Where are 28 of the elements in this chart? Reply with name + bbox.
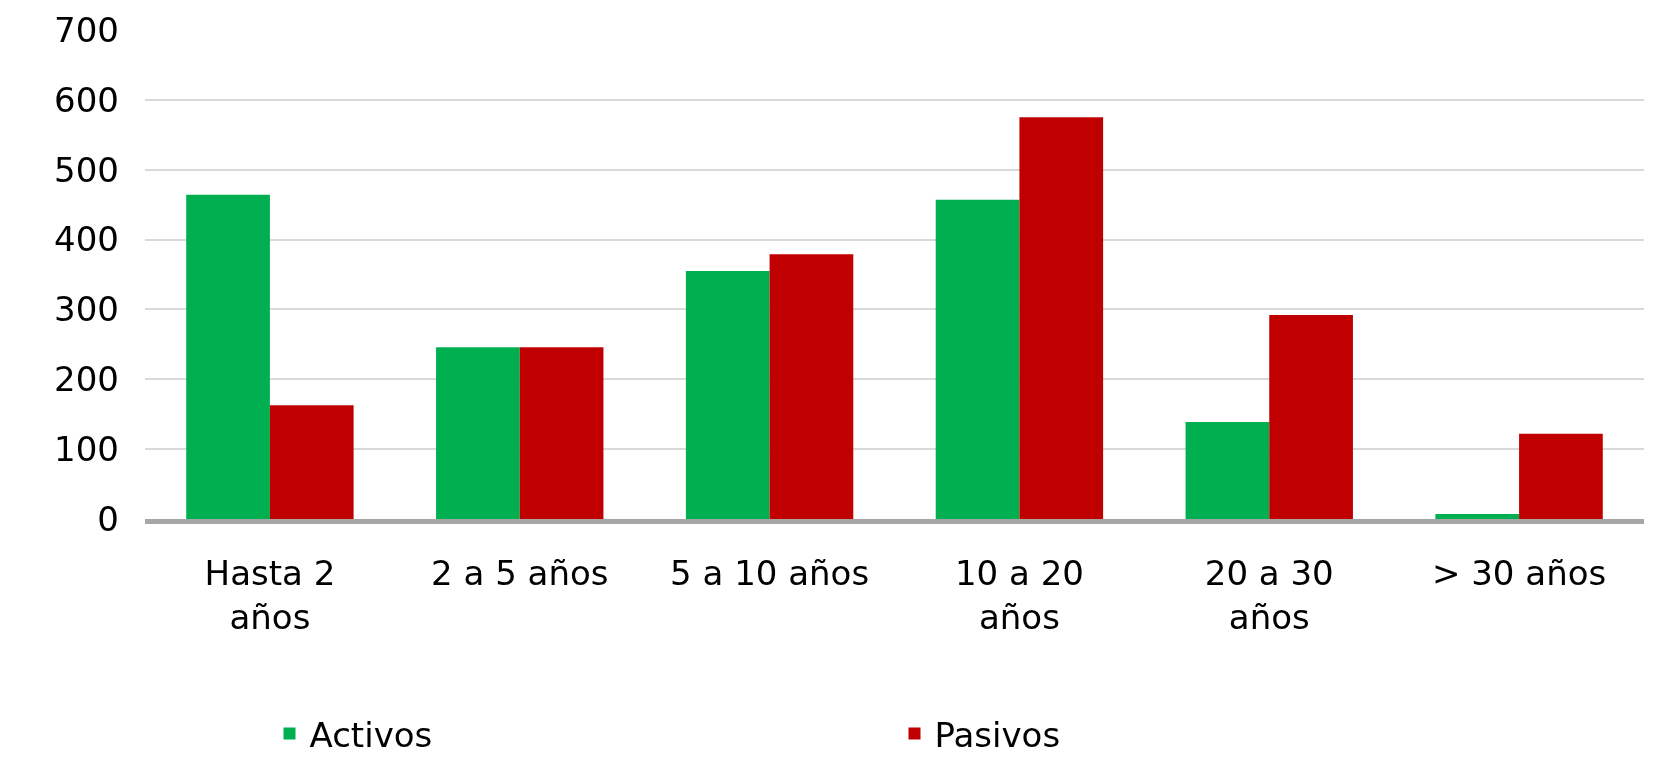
bar bbox=[1019, 117, 1104, 519]
bar bbox=[1435, 514, 1520, 519]
y-tick-label: 0 bbox=[97, 498, 119, 539]
y-tick-label: 300 bbox=[54, 289, 119, 330]
y-tick-label: 400 bbox=[54, 219, 119, 260]
y-tick-label: 500 bbox=[54, 149, 119, 190]
x-tick-label: Hasta 2 años bbox=[204, 552, 336, 637]
bar bbox=[1269, 315, 1353, 519]
legend-label: Pasivos bbox=[934, 714, 1061, 755]
bar bbox=[685, 271, 770, 519]
legend-label: Activos bbox=[309, 714, 433, 755]
bar bbox=[769, 254, 854, 519]
bar bbox=[519, 347, 604, 519]
y-tick-label: 600 bbox=[54, 79, 119, 120]
x-tick-label: 5 a 10 años bbox=[670, 552, 870, 593]
x-tick-label: 2 a 5 años bbox=[431, 552, 609, 593]
y-tick-label: 100 bbox=[54, 429, 119, 470]
bar bbox=[1185, 421, 1270, 519]
y-tick-label: 200 bbox=[54, 359, 119, 400]
x-tick-label: 20 a 30 años bbox=[1204, 552, 1334, 637]
bar bbox=[436, 347, 520, 519]
bar bbox=[186, 194, 270, 519]
x-tick-label: > 30 años bbox=[1431, 552, 1607, 593]
y-tick-label: 700 bbox=[54, 9, 119, 50]
x-tick-label: 10 a 20 años bbox=[954, 552, 1084, 637]
bar bbox=[269, 405, 354, 519]
bar bbox=[1519, 433, 1603, 519]
bar bbox=[935, 199, 1020, 519]
